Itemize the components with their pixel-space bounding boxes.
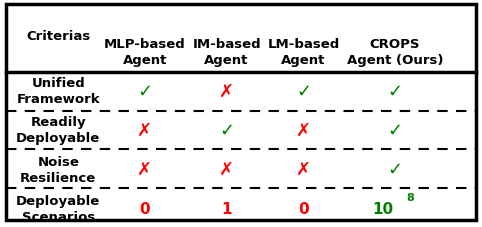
Text: ✗: ✗	[137, 121, 152, 139]
Text: MLP-based
Agent: MLP-based Agent	[104, 38, 186, 67]
Text: ✓: ✓	[387, 160, 402, 178]
Text: 10: 10	[372, 201, 393, 216]
Text: ✓: ✓	[387, 82, 402, 100]
Text: Readily
Deployable: Readily Deployable	[16, 116, 100, 145]
Text: 0: 0	[298, 201, 309, 216]
Text: ✓: ✓	[219, 121, 234, 139]
Text: 0: 0	[140, 201, 150, 216]
FancyBboxPatch shape	[5, 5, 477, 220]
Text: IM-based
Agent: IM-based Agent	[192, 38, 261, 67]
Text: ✗: ✗	[137, 160, 152, 178]
Text: Unified
Framework: Unified Framework	[16, 77, 100, 106]
Text: ✗: ✗	[296, 121, 311, 139]
Text: Noise
Resilience: Noise Resilience	[20, 155, 96, 184]
Text: LM-based
Agent: LM-based Agent	[268, 38, 340, 67]
Text: ✓: ✓	[137, 82, 152, 100]
Text: 8: 8	[406, 192, 414, 202]
Text: CROPS
Agent (Ours): CROPS Agent (Ours)	[347, 38, 443, 67]
Text: Deployable
Scenarios: Deployable Scenarios	[16, 194, 100, 223]
Text: ✗: ✗	[296, 160, 311, 178]
Text: Criterias: Criterias	[26, 30, 91, 43]
Text: ✗: ✗	[219, 160, 234, 178]
Text: ✓: ✓	[296, 82, 311, 100]
Text: ✓: ✓	[387, 121, 402, 139]
Text: ✗: ✗	[219, 82, 234, 100]
Text: 1: 1	[221, 201, 232, 216]
